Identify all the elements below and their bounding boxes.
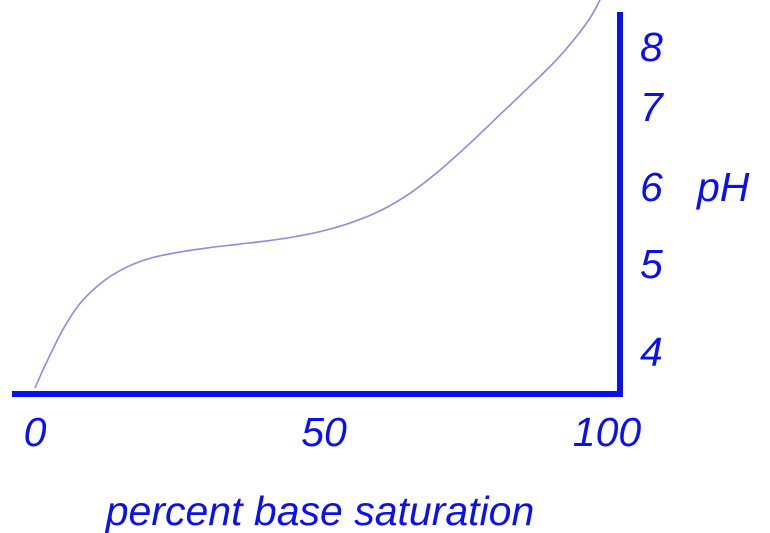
y-tick-label: 4 — [640, 329, 663, 375]
y-tick-label: 5 — [640, 241, 663, 287]
curve-layer — [34, 0, 601, 389]
x-tick-label: 50 — [301, 409, 347, 455]
x-axis-label: percent base saturation — [104, 488, 535, 533]
y-tick-label: 6 — [640, 164, 663, 210]
y-tick-label: 7 — [640, 84, 665, 130]
y-axis-label: pH — [695, 164, 750, 210]
x-tick-label: 100 — [573, 409, 642, 455]
y-tick-label: 8 — [640, 24, 663, 70]
tick-labels: 0 50 100 4 5 6 7 8 — [24, 24, 665, 455]
x-tick-label: 0 — [24, 409, 47, 455]
series-line-ph-curve — [34, 0, 601, 389]
